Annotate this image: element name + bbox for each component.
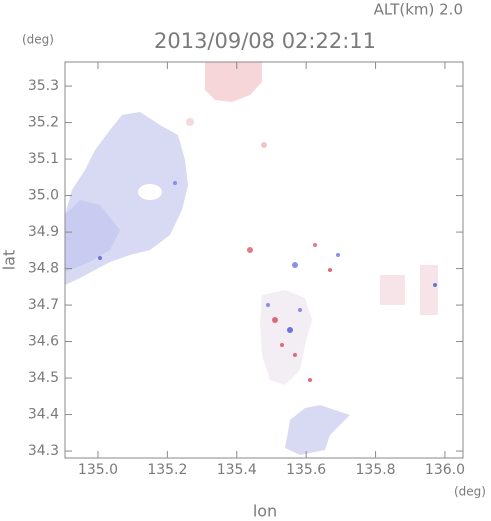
x-tick-label: 135.2 <box>147 462 187 478</box>
y-tick-label: 34.6 <box>28 334 59 350</box>
plot-frame <box>64 61 464 459</box>
y-tick-label: 34.4 <box>28 407 59 423</box>
x-tick-label: 135.8 <box>356 462 396 478</box>
y-tick-label: 35.1 <box>28 151 59 167</box>
y-tick-label: 35.2 <box>28 115 59 131</box>
x-tick-label: 136.0 <box>425 462 465 478</box>
x-unit: (deg) <box>454 485 486 499</box>
radar-field <box>65 62 438 455</box>
y-axis-label: lat <box>0 250 19 271</box>
y-tick-label: 34.8 <box>28 261 59 277</box>
chart-title: 2013/09/08 02:22:11 <box>154 29 376 53</box>
y-tick-label: 34.3 <box>28 443 59 459</box>
altitude-label: ALT(km) 2.0 <box>374 1 463 19</box>
y-tick-label: 35.0 <box>28 188 59 204</box>
x-tick-label: 135.4 <box>217 462 257 478</box>
y-tick-label: 34.7 <box>28 297 59 313</box>
y-tick-label: 34.9 <box>28 224 59 240</box>
x-tick-label: 135.0 <box>78 462 118 478</box>
x-tick-label: 135.6 <box>286 462 326 478</box>
y-tick-label: 34.5 <box>28 370 59 386</box>
y-unit: (deg) <box>22 33 54 47</box>
y-tick-label: 35.3 <box>28 78 59 94</box>
x-axis-label: lon <box>253 502 277 521</box>
